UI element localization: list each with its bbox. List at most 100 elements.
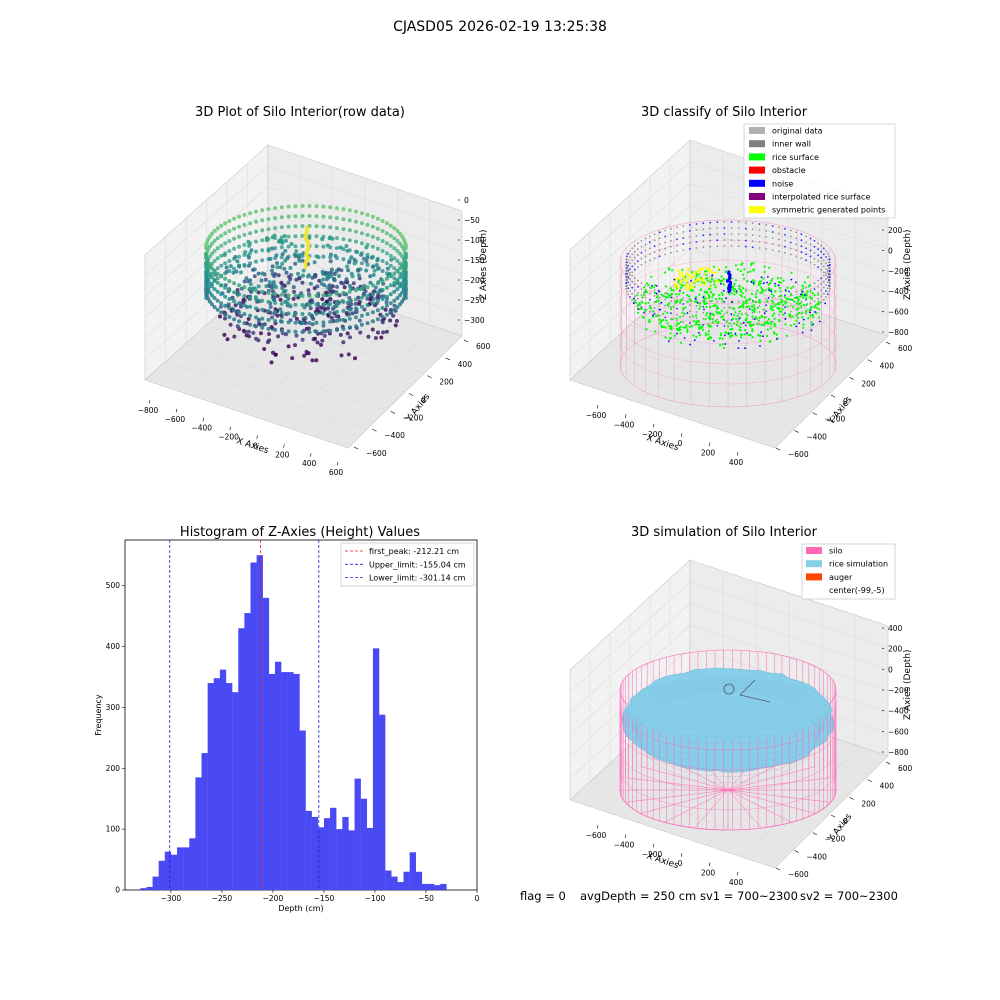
data-point <box>809 311 811 314</box>
data-point <box>254 297 258 302</box>
data-point <box>232 308 237 313</box>
data-point <box>676 307 678 310</box>
data-point <box>742 277 746 280</box>
data-point <box>707 323 710 326</box>
data-point <box>803 294 806 297</box>
histogram-bar <box>207 683 214 890</box>
data-point <box>706 277 709 280</box>
data-point <box>767 283 770 286</box>
data-point <box>810 321 814 324</box>
data-point <box>254 259 258 264</box>
data-point <box>744 347 746 350</box>
data-point <box>384 329 389 334</box>
data-point <box>822 247 825 250</box>
data-point <box>743 296 746 299</box>
data-point <box>246 239 251 244</box>
data-point <box>629 278 631 280</box>
data-point <box>365 321 370 326</box>
data-point <box>687 274 690 277</box>
data-point <box>778 244 780 247</box>
data-point <box>808 296 811 299</box>
data-point <box>293 224 298 229</box>
data-point <box>270 264 275 269</box>
data-point <box>808 309 811 312</box>
data-point <box>625 276 628 279</box>
data-point <box>737 233 740 236</box>
data-point <box>778 238 780 241</box>
data-point <box>262 347 267 351</box>
histogram-bar <box>201 753 208 890</box>
data-point <box>811 313 814 317</box>
data-point <box>226 302 231 307</box>
data-point <box>694 323 697 326</box>
histogram-bar <box>164 851 172 890</box>
data-point <box>345 280 350 285</box>
data-point <box>641 315 644 319</box>
data-point <box>651 315 655 318</box>
data-point <box>260 271 265 276</box>
data-point <box>796 316 800 319</box>
data-point <box>273 291 278 296</box>
data-point <box>635 301 638 304</box>
data-point <box>312 286 317 291</box>
data-point <box>388 263 393 268</box>
tick-mark <box>353 446 359 450</box>
data-point <box>294 277 299 282</box>
data-point <box>658 249 661 252</box>
data-point <box>730 307 733 309</box>
data-point <box>644 261 647 264</box>
data-point <box>706 312 709 315</box>
data-point <box>697 301 699 304</box>
data-point <box>279 301 284 306</box>
legend-label: inner wall <box>772 140 811 149</box>
data-point <box>752 304 756 307</box>
data-point <box>770 322 773 326</box>
data-point <box>227 288 232 292</box>
histogram-bar <box>262 597 270 890</box>
data-point <box>242 222 247 227</box>
data-point <box>649 241 651 244</box>
data-point <box>828 264 831 267</box>
tick-label: 200 <box>861 379 876 388</box>
data-point <box>629 274 631 276</box>
grid-line <box>182 342 387 411</box>
tick-label: 200 <box>701 449 716 458</box>
data-point <box>796 296 799 299</box>
data-point <box>810 296 813 299</box>
data-point <box>692 315 695 318</box>
data-point <box>660 301 663 304</box>
histogram-bar <box>434 885 441 890</box>
data-point <box>658 296 661 299</box>
tick-label: 200 <box>439 378 454 387</box>
data-point <box>736 320 739 323</box>
legend-label: interpolated rice surface <box>772 193 870 202</box>
data-point <box>677 269 680 273</box>
tick-label: 600 <box>898 344 913 353</box>
data-point <box>680 341 683 344</box>
tick-label: −300 <box>161 894 182 903</box>
data-point <box>657 290 660 292</box>
data-point <box>219 310 224 315</box>
data-point <box>695 241 698 243</box>
histogram-bar <box>440 883 447 890</box>
legend-label: Lower_limit: -301.14 cm <box>369 574 466 583</box>
data-point <box>817 293 820 296</box>
data-point <box>260 228 265 233</box>
data-point <box>682 303 685 305</box>
data-point <box>731 328 734 331</box>
data-point <box>705 291 708 294</box>
data-point <box>237 254 242 259</box>
data-point <box>676 238 678 241</box>
data-point <box>653 312 656 315</box>
data-point <box>739 326 742 329</box>
data-point <box>647 301 650 304</box>
tick-label: 400 <box>888 624 903 633</box>
data-point <box>723 325 726 327</box>
data-point <box>644 302 647 305</box>
data-point <box>735 290 738 293</box>
histogram-bar <box>415 871 423 890</box>
data-point <box>625 287 628 290</box>
data-point <box>321 311 326 316</box>
data-point <box>784 239 786 242</box>
data-point <box>326 306 330 311</box>
